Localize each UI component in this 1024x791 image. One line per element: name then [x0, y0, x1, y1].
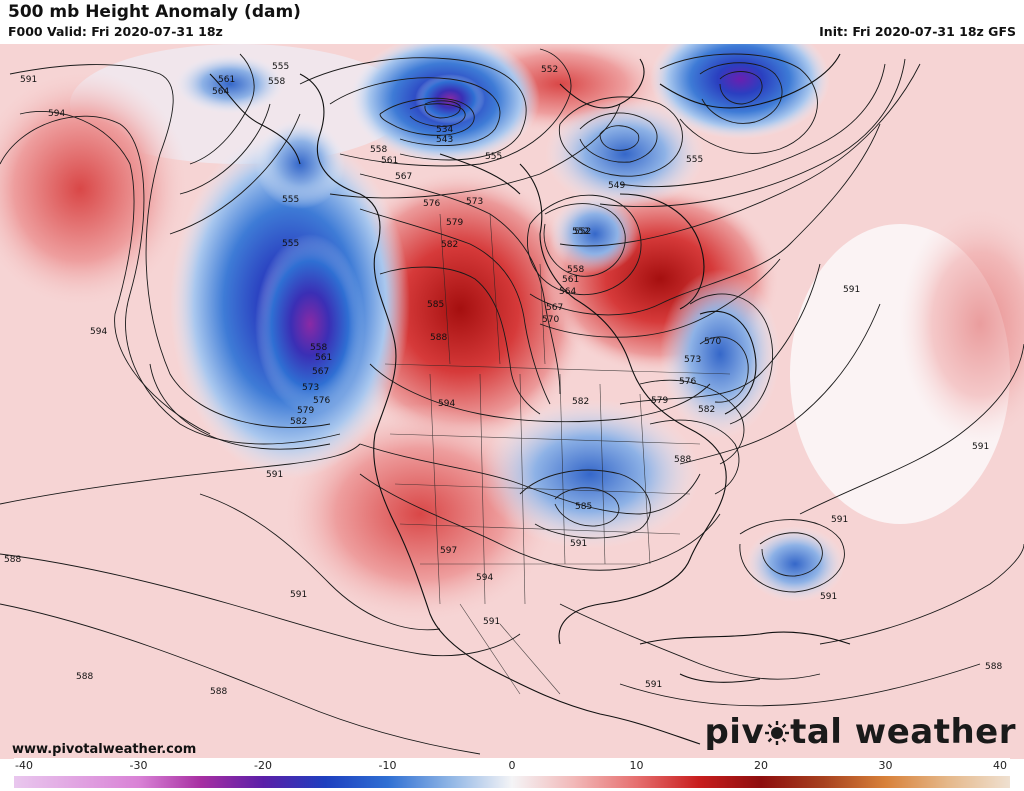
contour-label: 594 — [476, 573, 493, 583]
contour-label: 561 — [381, 156, 398, 166]
contour-label: 588 — [210, 687, 227, 697]
contour-label: 561 — [562, 275, 579, 285]
colorbar-tick-label: 0 — [508, 759, 516, 772]
contour-label: 597 — [440, 546, 457, 556]
negative-anomaly-bahamas — [745, 526, 845, 602]
contour-label: 588 — [4, 555, 21, 565]
contour-label: 570 — [542, 315, 559, 325]
negative-anomaly-baffin — [545, 99, 705, 209]
contour-label: 588 — [430, 333, 447, 343]
colorbar-legend: -40 -30 -20 -10 0 10 20 30 40 — [14, 758, 1010, 791]
header: 500 mb Height Anomaly (dam) F000 Valid: … — [0, 0, 1024, 44]
colorbar-gradient — [14, 776, 1010, 788]
contour-label: 573 — [684, 355, 701, 365]
negative-anomaly-core-alaska — [255, 234, 365, 414]
contour-label: 552 — [541, 65, 558, 75]
contour-label: 594 — [48, 109, 65, 119]
contour-label: 591 — [266, 470, 283, 480]
contour-label: 567 — [395, 172, 412, 182]
contour-label: 552 — [574, 227, 591, 237]
contour-label: 591 — [843, 285, 860, 295]
contour-label: 552 — [572, 227, 589, 237]
contour-label: 591 — [483, 617, 500, 627]
contour-label: 561 — [315, 353, 332, 363]
contour-label: 582 — [441, 240, 458, 250]
contour-label: 588 — [76, 672, 93, 682]
positive-anomaly-pacific-west — [0, 69, 190, 309]
brand-text-right: tal weather — [790, 712, 1016, 752]
contour-label: 558 — [310, 343, 327, 353]
contour-label: 564 — [559, 287, 576, 297]
contour-label: 558 — [567, 265, 584, 275]
contour-label: 585 — [575, 502, 592, 512]
contour-label: 588 — [674, 455, 691, 465]
contour-label: 591 — [645, 680, 662, 690]
brand-logo: piv tal weather — [704, 712, 1016, 752]
coastlines — [209, 53, 851, 745]
colorbar-tick-label: 30 — [878, 759, 893, 772]
contour-label: 573 — [466, 197, 483, 207]
positive-anomaly-atlantic — [900, 204, 1024, 444]
contour-label: 561 — [218, 75, 235, 85]
height-contours — [0, 48, 1024, 755]
colorbar-tick-label: -20 — [254, 759, 272, 772]
contour-label: 558 — [370, 145, 387, 155]
colorbar-tick-label: -40 — [15, 759, 33, 772]
contour-label: 585 — [427, 300, 444, 310]
contour-label: 573 — [302, 383, 319, 393]
website-credit: www.pivotalweather.com — [12, 742, 197, 757]
negative-anomaly-northeast — [660, 269, 780, 439]
colorbar-tick-label: -10 — [378, 759, 397, 772]
contour-label: 555 — [282, 239, 299, 249]
contour-label: 579 — [651, 396, 668, 406]
political-borders — [384, 213, 731, 695]
contour-label: 588 — [985, 662, 1002, 672]
contour-label: 579 — [446, 218, 463, 228]
contour-label: 576 — [313, 396, 330, 406]
contour-label: 534 — [436, 125, 453, 135]
contour-label: 558 — [268, 77, 285, 87]
contour-label: 582 — [572, 397, 589, 407]
contour-label: 591 — [972, 442, 989, 452]
colorbar — [14, 776, 1010, 788]
contour-label: 579 — [297, 406, 314, 416]
map-title: 500 mb Height Anomaly (dam) — [8, 2, 301, 22]
negative-anomaly-midwest — [480, 399, 700, 549]
colorbar-tick-label: -30 — [129, 759, 148, 772]
contour-label-group: 591 594 594 555 558 561 564 555 534 543 … — [4, 62, 1002, 697]
negative-anomaly-greenland — [650, 44, 830, 139]
init-time: Init: Fri 2020-07-31 18z GFS — [819, 24, 1016, 39]
contour-label: 582 — [290, 417, 307, 427]
negative-anomaly-hudson — [550, 194, 640, 274]
contour-label: 582 — [698, 405, 715, 415]
contour-label: 591 — [290, 590, 307, 600]
contour-label: 594 — [90, 327, 107, 337]
contour-label: 591 — [570, 539, 587, 549]
contour-label: 591 — [831, 515, 848, 525]
contour-label: 555 — [485, 152, 502, 162]
colorbar-tick-label: 10 — [629, 759, 644, 772]
contour-label: 555 — [272, 62, 289, 72]
contour-label: 567 — [312, 367, 329, 377]
contour-label: 549 — [608, 181, 625, 191]
contour-label: 555 — [282, 195, 299, 205]
contour-label: 594 — [438, 399, 455, 409]
contour-label: 591 — [820, 592, 837, 602]
colorbar-tick-label: 20 — [754, 759, 768, 772]
contour-label: 567 — [546, 303, 563, 313]
contour-label: 543 — [436, 135, 453, 145]
negative-anomaly-bering — [175, 54, 285, 114]
contour-label: 564 — [212, 87, 229, 97]
contour-label: 555 — [686, 155, 703, 165]
valid-time: F000 Valid: Fri 2020-07-31 18z — [8, 24, 223, 39]
anomaly-map: 591 594 594 555 558 561 564 555 534 543 … — [0, 44, 1024, 759]
contour-label: 576 — [679, 377, 696, 387]
colorbar-tick-label: 40 — [993, 759, 1007, 772]
sun-icon — [764, 715, 790, 745]
brand-text-left: piv — [704, 712, 765, 752]
contour-label: 591 — [20, 75, 37, 85]
contour-label: 570 — [704, 337, 721, 347]
contour-label: 576 — [423, 199, 440, 209]
